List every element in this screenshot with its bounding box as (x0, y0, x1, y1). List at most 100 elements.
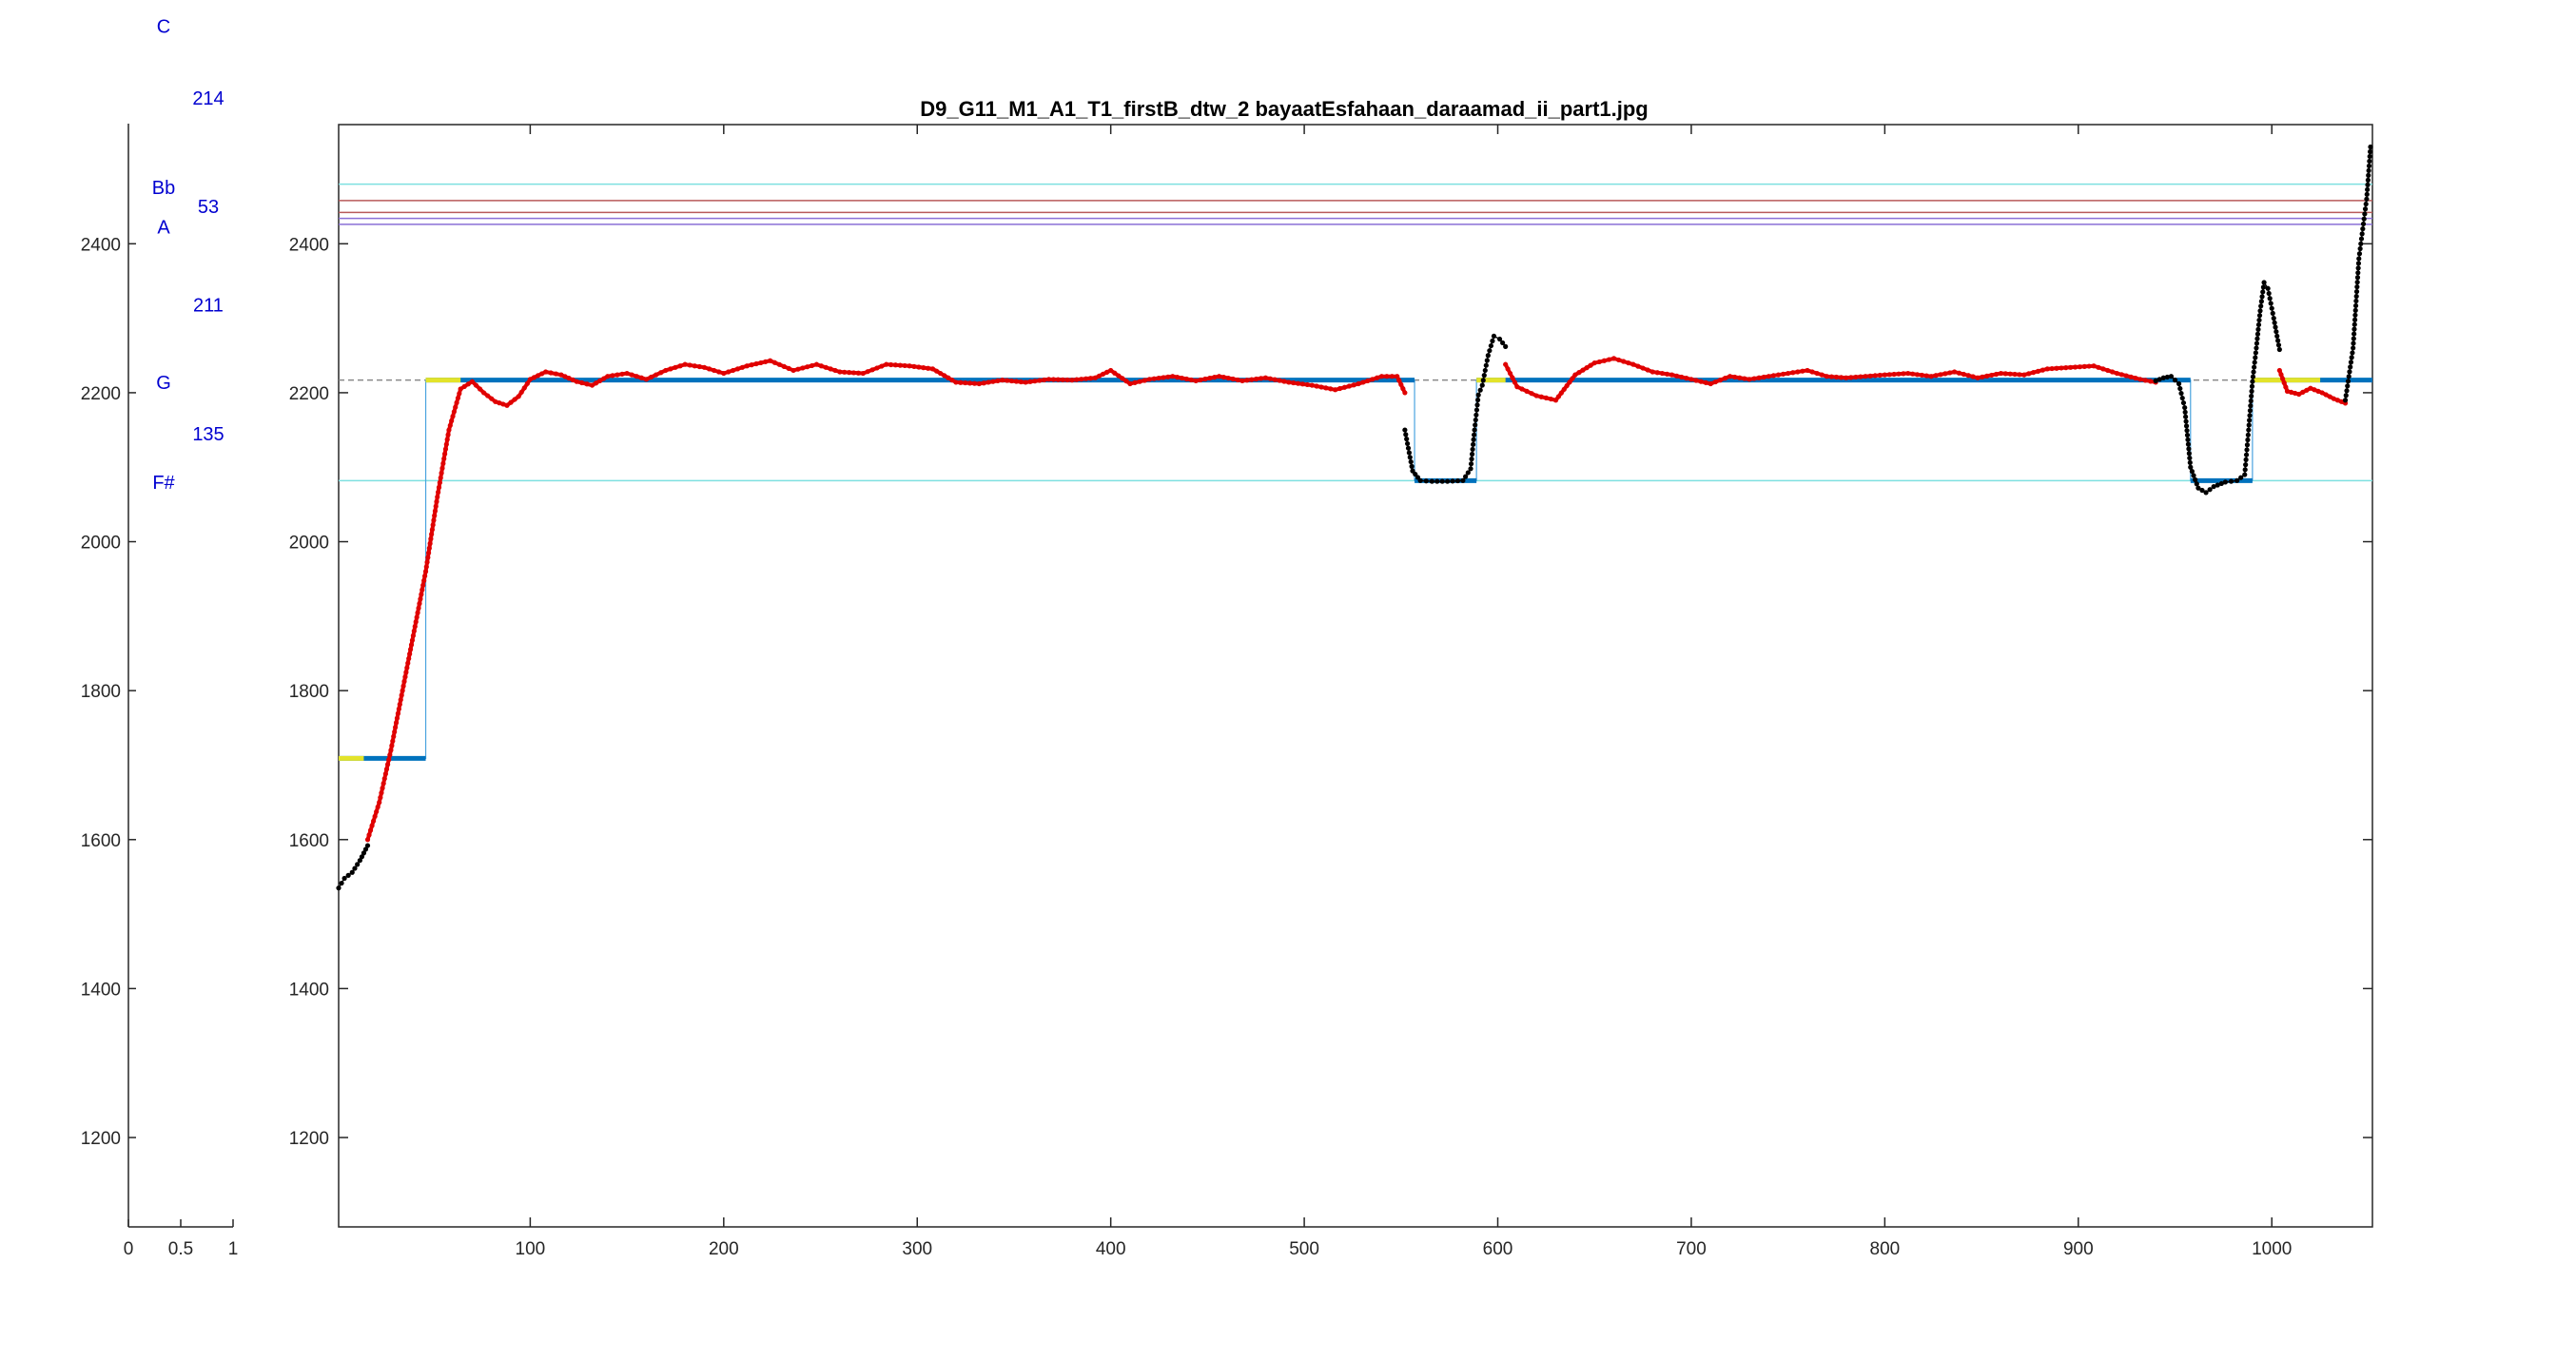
pitch-point (615, 372, 620, 378)
pitch-point (2183, 423, 2190, 429)
pitch-point (2148, 379, 2154, 384)
side-x-tick-label: 0.5 (168, 1239, 193, 1259)
pitch-point (2249, 393, 2254, 399)
pitch-point (995, 378, 1001, 383)
pitch-point (1445, 478, 1451, 484)
pitch-point (963, 379, 968, 386)
pitch-point (453, 404, 459, 410)
pitch-point (1485, 353, 1491, 359)
pitch-point (2105, 367, 2111, 374)
pitch-point (696, 363, 702, 370)
side-panel-y-ticks: 1200 1400 1600 1800 2000 2200 2400 (81, 235, 136, 1149)
pitch-point (2184, 432, 2191, 438)
x-axis-ticks: 100 200 300 400 500 600 700 800 900 1000 (516, 125, 2292, 1259)
pitch-point (426, 545, 432, 551)
pitch-point (1952, 369, 1958, 375)
pitch-point (2072, 364, 2078, 370)
pitch-point (2367, 148, 2373, 155)
pitch-point (2366, 172, 2371, 178)
pitch-point (1512, 379, 1518, 385)
pitch-point (1649, 369, 1655, 375)
pitch-point (1258, 376, 1264, 381)
pitch-point (1032, 379, 1038, 384)
pitch-point (2248, 398, 2254, 404)
side-y-tick-label: 1800 (81, 682, 121, 702)
pitch-point (1606, 357, 1612, 362)
side-y-tick-label: 2000 (81, 534, 121, 554)
pitch-point (1299, 381, 1306, 387)
pitch-point (2352, 312, 2358, 318)
pitch-point (1092, 375, 1098, 380)
pitch-point (2250, 374, 2256, 379)
pitch-point (428, 536, 434, 542)
pitch-point (1188, 377, 1194, 383)
pitch-point (832, 367, 838, 374)
pitch-point (413, 619, 419, 625)
pitch-point (2211, 483, 2216, 490)
pitch-point (971, 380, 978, 386)
pitch-point (543, 369, 549, 375)
pitch-point (1698, 379, 1704, 384)
main-plot: 100 200 300 400 500 600 700 800 900 1000 1200 1400… (289, 124, 2373, 1259)
pitch-point (1123, 379, 1129, 384)
pitch-point (673, 364, 678, 370)
pitch-point (2128, 374, 2134, 379)
pitch-point (2164, 374, 2170, 380)
pitch-point (1588, 362, 1593, 368)
pitch-point (1601, 358, 1608, 363)
pitch-point (2199, 487, 2205, 494)
pitch-point (1993, 371, 2000, 378)
y-tick-label: 2400 (289, 235, 329, 255)
pitch-point (397, 702, 402, 708)
pitch-point (405, 660, 411, 666)
y-tick-label: 1400 (289, 980, 329, 1000)
pitch-point (2356, 256, 2362, 262)
pitch-point (730, 367, 736, 374)
pitch-point (781, 363, 787, 369)
pitch-point (1567, 379, 1572, 385)
pitch-point (2186, 446, 2192, 452)
pitch-point (2362, 211, 2368, 217)
pitch-point (2350, 350, 2355, 356)
pitch-point (921, 365, 927, 371)
pitch-point (1404, 437, 1410, 442)
pitch-point (1761, 374, 1766, 380)
pitch-point (2366, 163, 2372, 169)
pitch-point (2203, 490, 2209, 496)
pitch-point (966, 380, 973, 386)
pitch-point (362, 846, 369, 852)
pitch-point (2260, 284, 2267, 290)
pitch-point (926, 365, 931, 371)
pitch-point (1403, 432, 1409, 437)
pitch-point (2338, 399, 2345, 404)
pitch-point (2186, 451, 2192, 457)
pitch-point (371, 818, 377, 824)
pitch-point (2249, 383, 2255, 389)
note-name-label: G (156, 373, 171, 394)
pitch-point (378, 795, 383, 801)
pitch-point (480, 390, 487, 396)
pitch-point (1503, 361, 1509, 367)
pitch-point (1351, 382, 1356, 388)
pitch-point (2091, 363, 2097, 369)
pitch-point (1645, 367, 1650, 373)
pitch-point (658, 370, 664, 376)
pitch-point (2271, 316, 2276, 321)
pitch-point (372, 813, 378, 819)
pitch-point (1630, 361, 1636, 367)
pitch-point (1529, 391, 1534, 397)
pitch-point (1183, 376, 1190, 382)
pitch-point (1490, 338, 1495, 344)
x-tick-label: 200 (709, 1239, 739, 1259)
pitch-point (663, 367, 669, 374)
pitch-point (1548, 396, 1554, 402)
pitch-point (359, 854, 365, 860)
pitch-point (2343, 393, 2349, 399)
pitch-point (2354, 275, 2361, 281)
pitch-point (2364, 191, 2370, 197)
pitch-point (1429, 478, 1434, 484)
pitch-point (364, 843, 371, 848)
pitch-point (1161, 375, 1166, 380)
pitch-point (455, 395, 461, 401)
pitch-point (1460, 477, 1466, 483)
